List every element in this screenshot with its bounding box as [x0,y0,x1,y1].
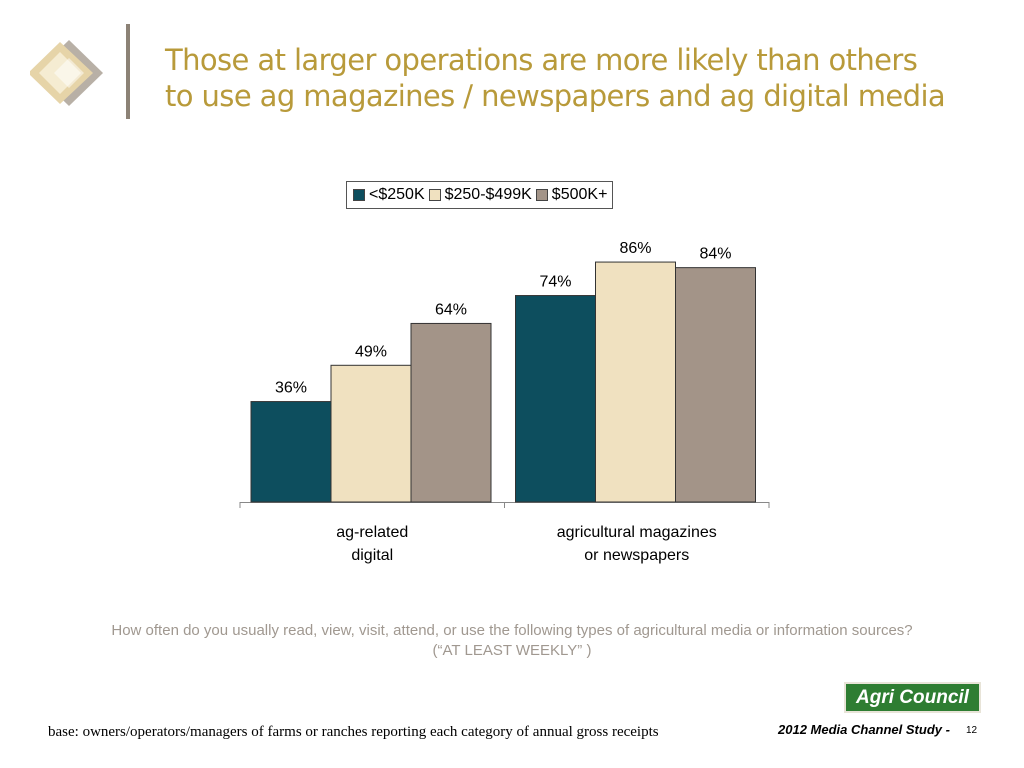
title-divider [126,24,130,119]
base-note: base: owners/operators/managers of farms… [48,724,659,740]
survey-question-qualifier: (“AT LEAST WEEKLY” ) [432,642,592,659]
chart-legend: <$250K $250-$499K $500K+ [346,181,614,209]
data-label: 36% [275,380,307,397]
legend-swatch [353,189,365,201]
legend-swatch [428,189,441,201]
data-label: 86% [619,240,651,257]
legend-item-under-250k: <$250K [353,186,425,204]
legend-label: $500K+ [551,186,608,203]
legend-item-250-499k: $250-$499K [428,186,532,204]
category-label: digital [351,547,393,564]
data-label: 49% [355,343,387,360]
data-label: 64% [435,301,467,318]
slide-title-line-1: Those at larger operations are more like… [165,43,918,77]
bar [410,322,492,503]
legend-label: <$250K [369,186,425,203]
bar [675,267,756,503]
diamond-logo-icon [30,40,103,106]
agri-council-logo: Agri Council [844,682,981,713]
legend-item-500k-plus: $500K+ [535,186,608,204]
data-label: 74% [539,274,571,291]
category-label: ag-related [336,524,408,541]
bar-chart: 36% 49% 64% ag-related digital 74% 86% 84% agric… [239,240,770,564]
slide-title-line-2: to use ag magazines / newspapers and ag … [165,79,946,113]
bar [250,401,332,503]
bar [330,364,412,503]
bar [515,295,596,503]
legend-label: $250-$499K [444,186,532,203]
survey-question: How often do you usually read, view, vis… [0,621,1024,661]
slide-title: Those at larger operations are more like… [165,42,1015,114]
data-label: 84% [699,246,731,263]
survey-question-text: How often do you usually read, view, vis… [111,622,913,639]
study-title: 2012 Media Channel Study - [778,722,950,737]
category-label: agricultural magazines [557,524,717,541]
bar [595,261,676,503]
category-label: or newspapers [584,547,689,564]
page-number: 12 [966,725,978,736]
legend-swatch [535,189,548,201]
